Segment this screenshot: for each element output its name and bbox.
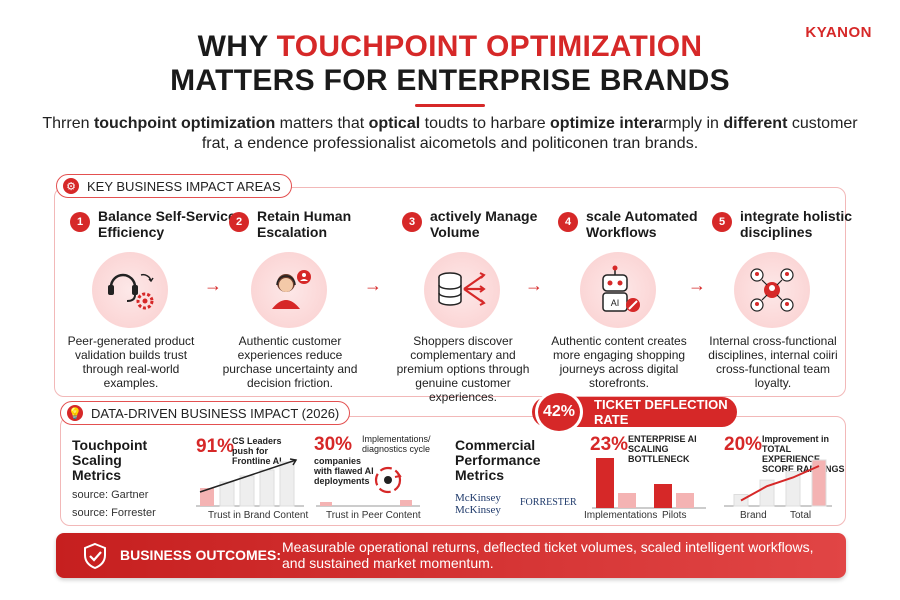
page-title: WHY TOUCHPOINT OPTIMIZATION MATTERS FOR … (0, 30, 900, 98)
step-title: actively Manage Volume (430, 208, 538, 240)
step-description: Internal cross-functional disciplines, i… (708, 334, 838, 390)
arrow-right-icon: → (204, 275, 222, 295)
axis-trust-brand: Trust in Brand Content (208, 510, 309, 521)
business-outcomes-text: Measurable operational returns, deflecte… (282, 539, 814, 571)
gear-icon: ⚙ (63, 178, 79, 194)
source-gartner: source: Gartner (72, 489, 149, 501)
stat-30-note: Implementations/ diagnostics cycle (362, 434, 431, 454)
axis-implementations: Implementations (584, 510, 658, 521)
step-description: Peer-generated product validation builds… (67, 334, 195, 390)
database-arrows-icon (424, 252, 500, 328)
chart1-bar (618, 493, 636, 508)
team-network-icon (734, 252, 810, 328)
title-line2: MATTERS FOR ENTERPRISE BRANDS (170, 64, 730, 97)
chart2-bar (811, 459, 827, 507)
step-description: Authentic content creates more engaging … (551, 334, 687, 390)
ai-robot-icon: AI (580, 252, 656, 328)
step-number: 1 (70, 212, 90, 232)
axis-brand: Brand (740, 510, 767, 521)
touchpoint-metrics-title: Touchpoint Scaling Metrics (72, 437, 148, 483)
lightbulb-icon: 💡 (67, 405, 83, 421)
svg-text:AI: AI (611, 298, 620, 308)
peer-content-chart (316, 466, 420, 507)
headset-gear-icon (92, 252, 168, 328)
stat-23-percent: 23% (590, 434, 629, 455)
title-prefix: WHY (197, 30, 268, 63)
step-description: Shoppers discover complementary and prem… (396, 334, 530, 404)
title-underline (415, 104, 485, 107)
kyanon-logo: KYANON (805, 24, 872, 41)
chart2-trend-line (740, 465, 820, 502)
experience-score-chart (724, 459, 832, 507)
business-outcomes-banner: BUSINESS OUTCOMES: Measurable operationa… (56, 533, 846, 578)
arrow-right-icon: → (364, 275, 382, 295)
arrow-right-icon: → (688, 275, 706, 295)
chart2-bar (759, 479, 775, 507)
ai-scaling-bar-chart (592, 458, 706, 509)
step-title: Retain Human Escalation (257, 208, 352, 240)
step-title: Balance Self-Service Efficiency (98, 208, 236, 240)
chart1-bar (596, 458, 614, 508)
data-impact-heading: 💡 DATA-DRIVEN BUSINESS IMPACT (2026) (60, 401, 351, 425)
step-number: 3 (402, 212, 422, 232)
trust-brand-chart (196, 458, 304, 507)
forrester-logo: FORRESTER (520, 497, 577, 508)
step-number: 4 (558, 212, 578, 232)
business-outcomes-label: BUSINESS OUTCOMES: (120, 547, 282, 563)
arrow-right-icon: → (525, 275, 543, 295)
data-impact-panel (60, 416, 846, 526)
impact-areas-heading: ⚙ KEY BUSINESS IMPACT AREAS (56, 174, 292, 198)
source-forrester: source: Forrester (72, 507, 156, 519)
intro-paragraph: Thrren touchpoint optimization matters t… (42, 115, 858, 152)
axis-trust-peer: Trust in Peer Content (326, 510, 421, 521)
stat-20-text: Improvement in TOTAL EXPERIENCE SCORE RA… (762, 434, 845, 474)
step-number: 5 (712, 212, 732, 232)
step-title: integrate holistic disciplines (740, 208, 853, 240)
stat-91-text: CS Leaders push for Frontline AI (232, 436, 282, 466)
chart1-bar (676, 493, 694, 508)
stat-91-percent: 91% (196, 436, 235, 457)
axis-total: Total (790, 510, 812, 521)
chart2-bar (785, 471, 801, 507)
step-number: 2 (229, 212, 249, 232)
stat-30-percent: 30% (314, 434, 353, 455)
agent-person-icon (251, 252, 327, 328)
stat-20-percent: 20% (724, 434, 763, 455)
mckinsey-logo: McKinsey McKinsey (455, 492, 501, 516)
step-title: scale Automated Workflows (586, 208, 698, 240)
axis-pilots: Pilots (662, 510, 687, 521)
commercial-metrics-title: Commercial Performance Metrics (455, 437, 541, 483)
step-description: Authentic customer experiences reduce pu… (222, 334, 358, 390)
chart1-bar (654, 484, 672, 508)
shield-check-icon (84, 542, 106, 570)
stat-23-text: ENTERPRISE AI SCALING BOTTLENECK (628, 434, 697, 464)
deflection-percent: 42% (535, 390, 583, 434)
title-highlight: TOUCHPOINT OPTIMIZATION (276, 30, 703, 63)
stat-30-text: companies with flawed AI deployments (314, 456, 374, 486)
